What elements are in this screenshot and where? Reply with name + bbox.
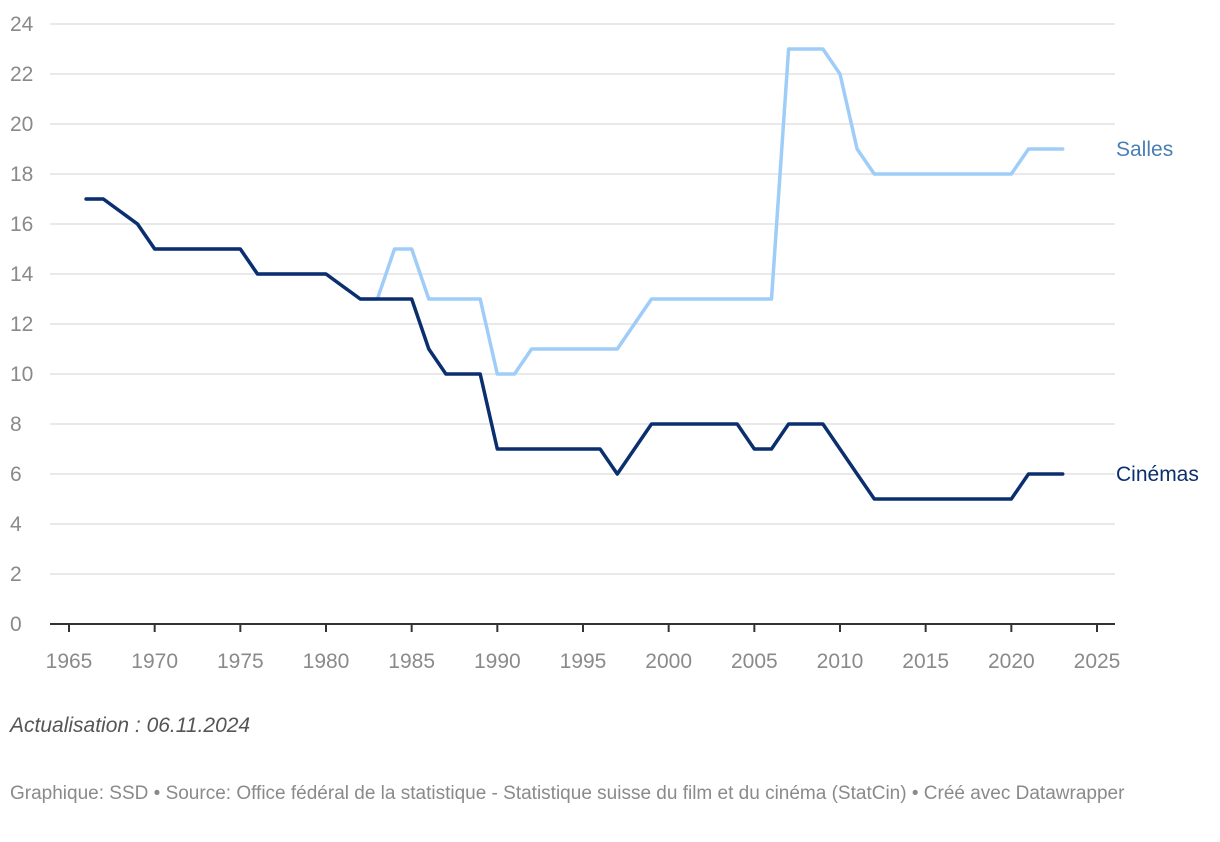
x-tick-label: 2025 [1074,650,1121,673]
y-tick-label: 8 [10,413,22,436]
y-tick-label: 14 [10,263,34,286]
y-tick-label: 16 [10,213,33,236]
series-labels: Salles Cinémas [1116,138,1199,486]
x-tick-label: 1965 [46,650,93,673]
x-tick-label: 2010 [817,650,864,673]
x-tick-label: 1995 [560,650,607,673]
series-line-cinmas [84,197,1065,501]
y-tick-label: 24 [10,13,34,36]
x-tick-label: 1985 [388,650,435,673]
series-lines [84,47,1065,501]
series-label: Cinémas [1116,463,1199,486]
series-label: Salles [1116,138,1173,161]
y-tick-label: 18 [10,163,33,186]
x-tick-label: 1970 [131,650,178,673]
x-tick-label: 2005 [731,650,778,673]
y-tick-label: 6 [10,463,22,486]
y-tick-label: 4 [10,513,22,536]
y-tick-label: 10 [10,363,33,386]
y-tick-label: 12 [10,313,33,336]
x-tick-label: 2020 [988,650,1035,673]
source-footer: Graphique: SSD • Source: Office fédéral … [10,783,1125,804]
x-tick-label: 1990 [474,650,521,673]
y-tick-label: 0 [10,613,22,636]
y-tick-label: 22 [10,63,33,86]
x-tick-label: 2015 [902,650,949,673]
x-tick-label: 1980 [303,650,350,673]
series-line-salles [84,47,1065,376]
x-tick-label: 1975 [217,650,264,673]
x-axis: 1965 1970 1975 1980 1985 1990 1995 2000 2005 2010… [46,623,1121,673]
x-tick-label: 2000 [645,650,692,673]
y-tick-label: 2 [10,563,22,586]
y-tick-label: 20 [10,113,33,136]
update-note: Actualisation : 06.11.2024 [10,714,251,737]
